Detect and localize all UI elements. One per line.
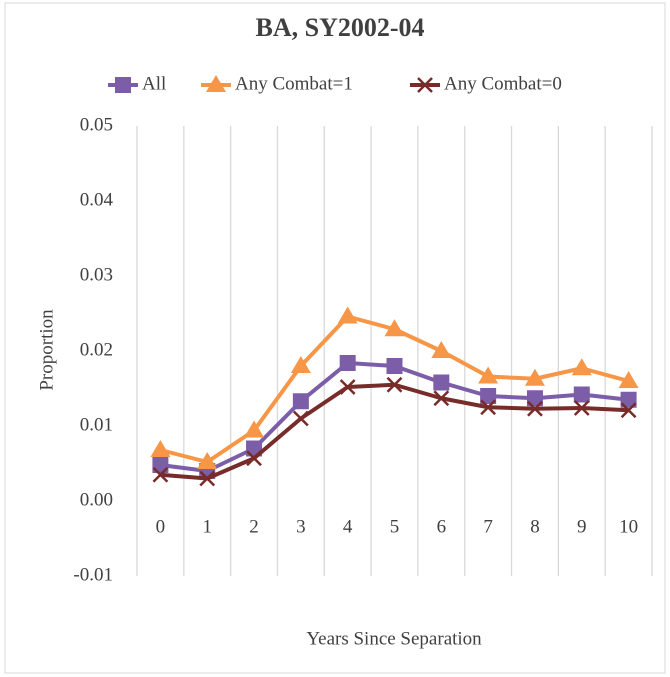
marker [386,376,403,393]
marker [150,440,171,457]
marker [199,470,216,487]
marker [339,355,356,371]
marker [206,75,226,92]
marker [384,319,405,337]
x-tick-label: 1 [202,516,212,537]
y-tick-label: 0.04 [80,189,114,210]
legend-label: Any Combat=1 [235,73,353,94]
x-tick-label: 10 [619,516,638,537]
marker [339,379,356,395]
marker [292,393,309,410]
marker [246,450,262,467]
y-tick-label: 0.00 [80,489,113,510]
marker [152,466,169,483]
marker [244,420,265,438]
marker [480,399,497,416]
marker [620,391,637,408]
marker [527,400,543,417]
x-tick-label: 0 [156,516,166,537]
marker [337,306,358,324]
marker [115,77,131,93]
marker [433,374,450,391]
x-tick-label: 2 [249,516,259,537]
marker [573,386,590,403]
marker [620,402,637,419]
y-tick-label: -0.01 [73,564,113,585]
marker [618,371,639,388]
marker [292,410,309,427]
marker [524,368,545,386]
marker [478,366,499,384]
y-tick-label: 0.01 [80,414,113,435]
legend-label: Any Combat=0 [444,73,562,94]
marker [290,356,311,373]
y-tick-label: 0.03 [80,264,113,285]
x-tick-label: 3 [296,516,306,537]
marker [573,400,590,416]
legend-label: All [142,73,166,94]
x-tick-label: 4 [343,516,353,537]
chart-border [4,2,666,674]
y-tick-label: 0.02 [80,339,113,360]
x-tick-label: 9 [577,516,587,537]
x-tick-label: 5 [390,516,400,537]
marker [433,390,450,407]
chart-title: BA, SY2002-04 [255,13,424,42]
marker [417,77,433,93]
x-axis-title: Years Since Separation [306,628,482,649]
marker [197,452,218,469]
marker [386,358,403,374]
marker [480,388,497,404]
y-axis-title: Proportion [36,309,57,391]
x-tick-label: 8 [530,516,540,537]
marker [526,390,543,407]
marker [571,358,592,376]
x-tick-label: 6 [437,516,447,537]
y-tick-label: 0.05 [80,114,113,135]
x-tick-label: 7 [483,516,493,537]
marker [431,341,452,358]
